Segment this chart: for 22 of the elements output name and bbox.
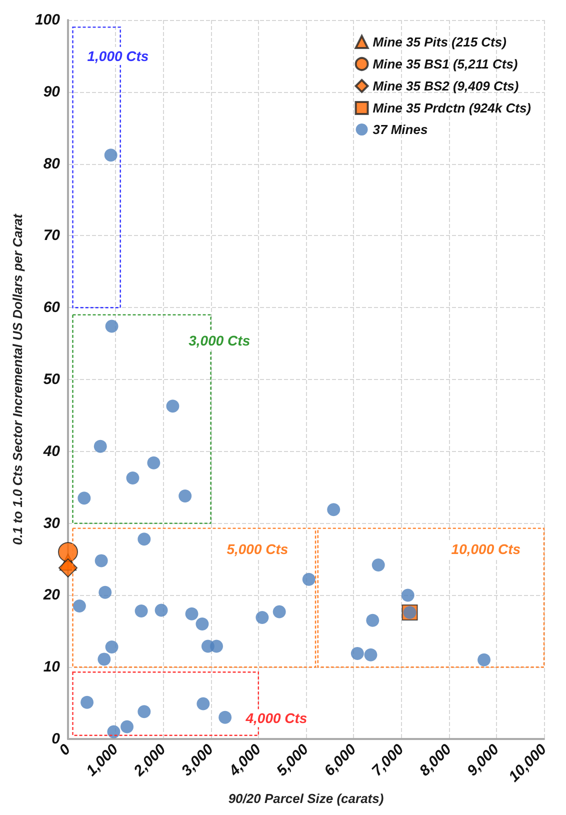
annotation: 10,000 Cts [451, 541, 521, 558]
y-tick-label: 90 [43, 83, 61, 100]
y-tick-label: 20 [42, 586, 61, 604]
y-tick-label: 50 [43, 371, 61, 388]
legend-label: 37 Mines [372, 122, 428, 137]
y-tick-label: 70 [43, 227, 61, 244]
legend-label: Mine 35 Prdctn (924k Cts) [372, 100, 532, 116]
y-tick-label: 100 [34, 12, 61, 28]
legend-label: Mine 35 Pits (215 Cts) [372, 34, 506, 50]
y-axis-title: 0.1 to 1.0 Cts Sector Incremental US Dollars per Carat [10, 213, 26, 545]
y-tick-label: 60 [43, 299, 61, 316]
legend-label: Mine 35 BS1 (5,211 Cts) [372, 56, 518, 72]
annotation: 3,000 Cts [188, 332, 250, 349]
x-axis-title: 90/20 Parcel Size (carats) [228, 790, 384, 806]
annotation: 1,000 Cts [87, 48, 149, 64]
y-tick-label: 40 [42, 442, 61, 460]
annotation: 5,000 Cts [226, 541, 288, 558]
y-tick-label: 80 [43, 155, 61, 172]
annotation: 4,000 Cts [244, 710, 308, 726]
legend-label: Mine 35 BS2 (9,409 Cts) [372, 78, 519, 94]
y-tick-label: 10 [43, 658, 61, 676]
y-tick-label: 30 [43, 514, 61, 532]
